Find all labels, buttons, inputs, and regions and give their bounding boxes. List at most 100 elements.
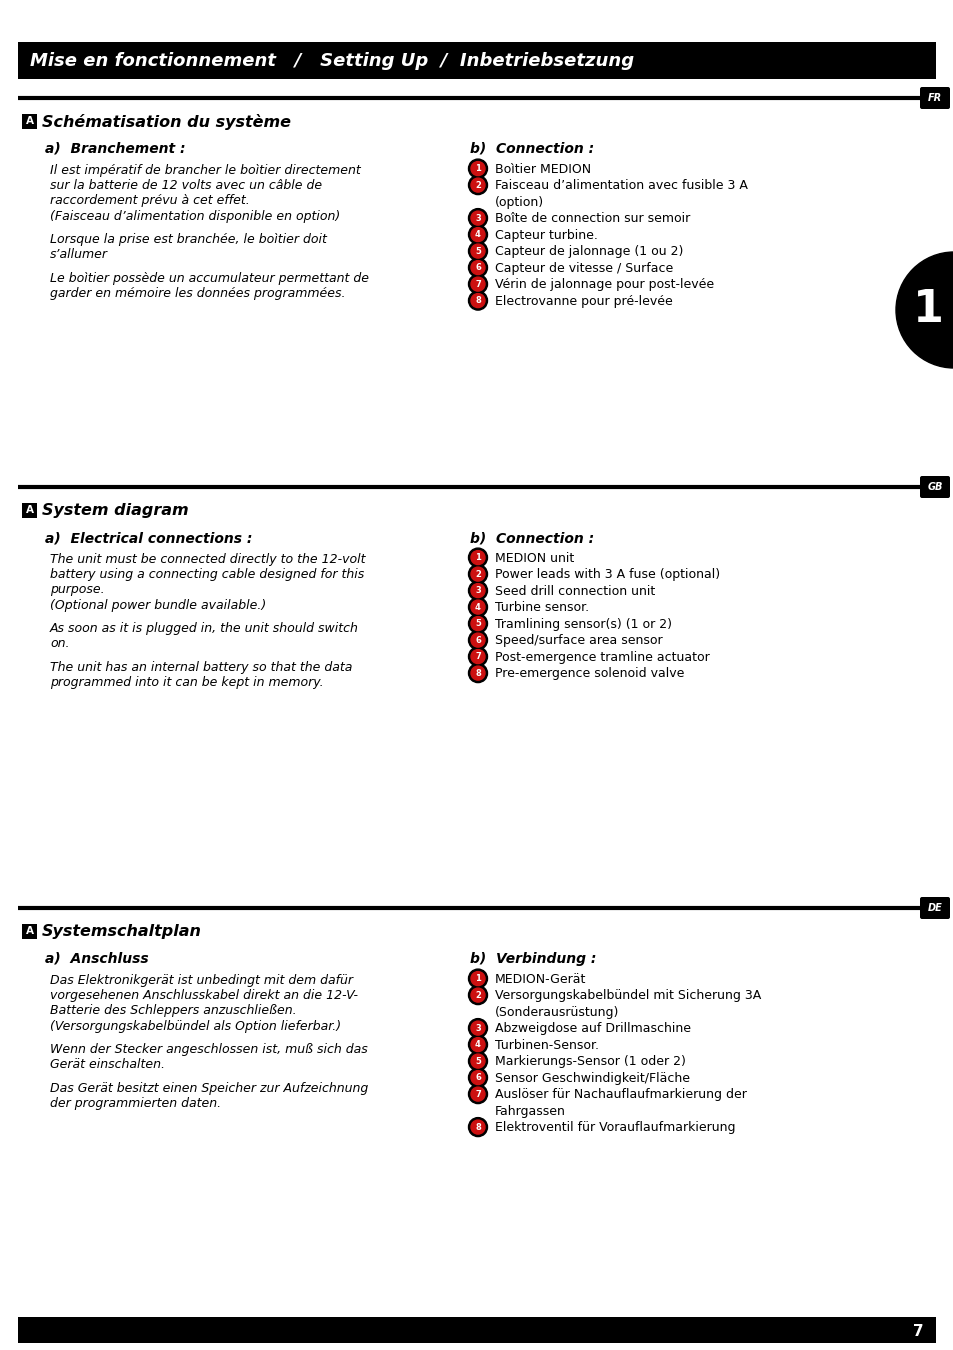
Text: The unit must be connected directly to the 12-volt: The unit must be connected directly to t… — [50, 554, 365, 566]
Circle shape — [471, 228, 484, 242]
Circle shape — [471, 1021, 484, 1035]
Circle shape — [471, 162, 484, 176]
Text: 7: 7 — [475, 279, 480, 289]
Text: MEDION unit: MEDION unit — [495, 552, 574, 564]
Circle shape — [468, 258, 487, 277]
Text: (Sonderausrüstung): (Sonderausrüstung) — [495, 1006, 618, 1019]
Text: Sensor Geschwindigkeit/Fläche: Sensor Geschwindigkeit/Fläche — [495, 1072, 689, 1085]
Text: MEDION-Gerät: MEDION-Gerät — [495, 973, 586, 985]
Circle shape — [468, 274, 487, 293]
Circle shape — [468, 647, 487, 666]
Circle shape — [468, 614, 487, 633]
Circle shape — [471, 211, 484, 225]
Text: 3: 3 — [475, 213, 480, 223]
Circle shape — [468, 1035, 487, 1054]
Circle shape — [471, 178, 484, 192]
Text: Batterie des Schleppers anzuschließen.: Batterie des Schleppers anzuschließen. — [50, 1004, 296, 1018]
Text: 4: 4 — [475, 1040, 480, 1049]
Text: 2: 2 — [475, 570, 480, 579]
FancyBboxPatch shape — [919, 477, 949, 498]
Text: Power leads with 3 A fuse (optional): Power leads with 3 A fuse (optional) — [495, 568, 720, 582]
FancyBboxPatch shape — [18, 42, 935, 80]
Text: 1: 1 — [475, 165, 480, 173]
Circle shape — [471, 1054, 484, 1068]
Text: vorgesehenen Anschlusskabel direkt an die 12-V-: vorgesehenen Anschlusskabel direkt an di… — [50, 990, 357, 1002]
Text: Lorsque la prise est branchée, le boìtier doit: Lorsque la prise est branchée, le boìtie… — [50, 234, 327, 246]
Text: Systemschaltplan: Systemschaltplan — [42, 923, 202, 940]
Text: Elektroventil für Vorauflaufmarkierung: Elektroventil für Vorauflaufmarkierung — [495, 1122, 735, 1134]
Circle shape — [471, 1087, 484, 1102]
Circle shape — [471, 1120, 484, 1134]
Text: Das Gerät besitzt einen Speicher zur Aufzeichnung: Das Gerät besitzt einen Speicher zur Auf… — [50, 1081, 368, 1095]
Text: A: A — [26, 505, 33, 514]
Text: a)  Electrical connections :: a) Electrical connections : — [45, 531, 253, 545]
Text: 2: 2 — [475, 991, 480, 999]
Text: The unit has an internal battery so that the data: The unit has an internal battery so that… — [50, 662, 352, 674]
Circle shape — [468, 664, 487, 683]
Text: Wenn der Stecker angeschlossen ist, muß sich das: Wenn der Stecker angeschlossen ist, muß … — [50, 1044, 367, 1056]
Circle shape — [471, 567, 484, 580]
FancyBboxPatch shape — [22, 502, 37, 517]
Text: 1: 1 — [911, 289, 943, 332]
Text: Vérin de jalonnage pour post-levée: Vérin de jalonnage pour post-levée — [495, 278, 714, 292]
Text: 3: 3 — [475, 586, 480, 595]
Circle shape — [468, 225, 487, 244]
Circle shape — [468, 986, 487, 1004]
Wedge shape — [895, 252, 953, 369]
Circle shape — [471, 244, 484, 258]
Text: 1: 1 — [475, 975, 480, 983]
Circle shape — [471, 583, 484, 598]
Text: sur la batterie de 12 volts avec un câble de: sur la batterie de 12 volts avec un câbl… — [50, 180, 322, 192]
FancyBboxPatch shape — [919, 86, 949, 109]
Text: Markierungs-Sensor (1 oder 2): Markierungs-Sensor (1 oder 2) — [495, 1056, 685, 1068]
Text: programmed into it can be kept in memory.: programmed into it can be kept in memory… — [50, 676, 323, 688]
Circle shape — [468, 564, 487, 583]
Text: Seed drill connection unit: Seed drill connection unit — [495, 585, 655, 598]
Text: Capteur de vitesse / Surface: Capteur de vitesse / Surface — [495, 262, 673, 275]
FancyBboxPatch shape — [22, 923, 37, 938]
Text: b)  Connection :: b) Connection : — [470, 531, 594, 545]
Circle shape — [468, 159, 487, 178]
Circle shape — [468, 1019, 487, 1038]
Text: FR: FR — [927, 93, 941, 103]
Text: 2: 2 — [475, 181, 480, 189]
Text: Schématisation du système: Schématisation du système — [42, 113, 291, 130]
Text: s’allumer: s’allumer — [50, 248, 108, 262]
Text: 6: 6 — [475, 636, 480, 644]
Circle shape — [471, 551, 484, 564]
Text: Abzweigdose auf Drillmaschine: Abzweigdose auf Drillmaschine — [495, 1022, 690, 1035]
Text: purpose.: purpose. — [50, 583, 105, 597]
Text: Electrovanne pour pré-levée: Electrovanne pour pré-levée — [495, 294, 672, 308]
Circle shape — [471, 617, 484, 630]
Text: Mise en fonctionnement   /   Setting Up  /  Inbetriebsetzung: Mise en fonctionnement / Setting Up / In… — [30, 53, 634, 70]
Circle shape — [471, 1071, 484, 1084]
Text: 3: 3 — [475, 1023, 480, 1033]
Text: 8: 8 — [475, 1123, 480, 1131]
Circle shape — [468, 598, 487, 617]
Text: 5: 5 — [475, 620, 480, 628]
Text: A: A — [26, 926, 33, 936]
Text: raccordement prévu à cet effet.: raccordement prévu à cet effet. — [50, 194, 250, 208]
Text: 7: 7 — [475, 652, 480, 662]
Text: 5: 5 — [475, 1057, 480, 1065]
Text: garder en mémoire les données programmées.: garder en mémoire les données programmée… — [50, 288, 345, 300]
Circle shape — [468, 242, 487, 261]
Circle shape — [468, 1068, 487, 1087]
Text: 8: 8 — [475, 296, 480, 305]
Text: 4: 4 — [475, 602, 480, 612]
Circle shape — [471, 649, 484, 664]
Circle shape — [468, 969, 487, 988]
Text: on.: on. — [50, 637, 70, 651]
Text: Versorgungskabelbündel mit Sicherung 3A: Versorgungskabelbündel mit Sicherung 3A — [495, 990, 760, 1002]
Text: Pre-emergence solenoid valve: Pre-emergence solenoid valve — [495, 667, 683, 680]
Text: 7: 7 — [475, 1089, 480, 1099]
Text: Auslöser für Nachauflaufmarkierung der: Auslöser für Nachauflaufmarkierung der — [495, 1088, 746, 1102]
Text: b)  Verbindung :: b) Verbindung : — [470, 952, 596, 967]
FancyBboxPatch shape — [919, 896, 949, 919]
Circle shape — [468, 1084, 487, 1103]
Text: b)  Connection :: b) Connection : — [470, 142, 594, 157]
Circle shape — [471, 1038, 484, 1052]
Circle shape — [468, 548, 487, 567]
Text: a)  Branchement :: a) Branchement : — [45, 142, 185, 157]
Text: 6: 6 — [475, 263, 480, 273]
